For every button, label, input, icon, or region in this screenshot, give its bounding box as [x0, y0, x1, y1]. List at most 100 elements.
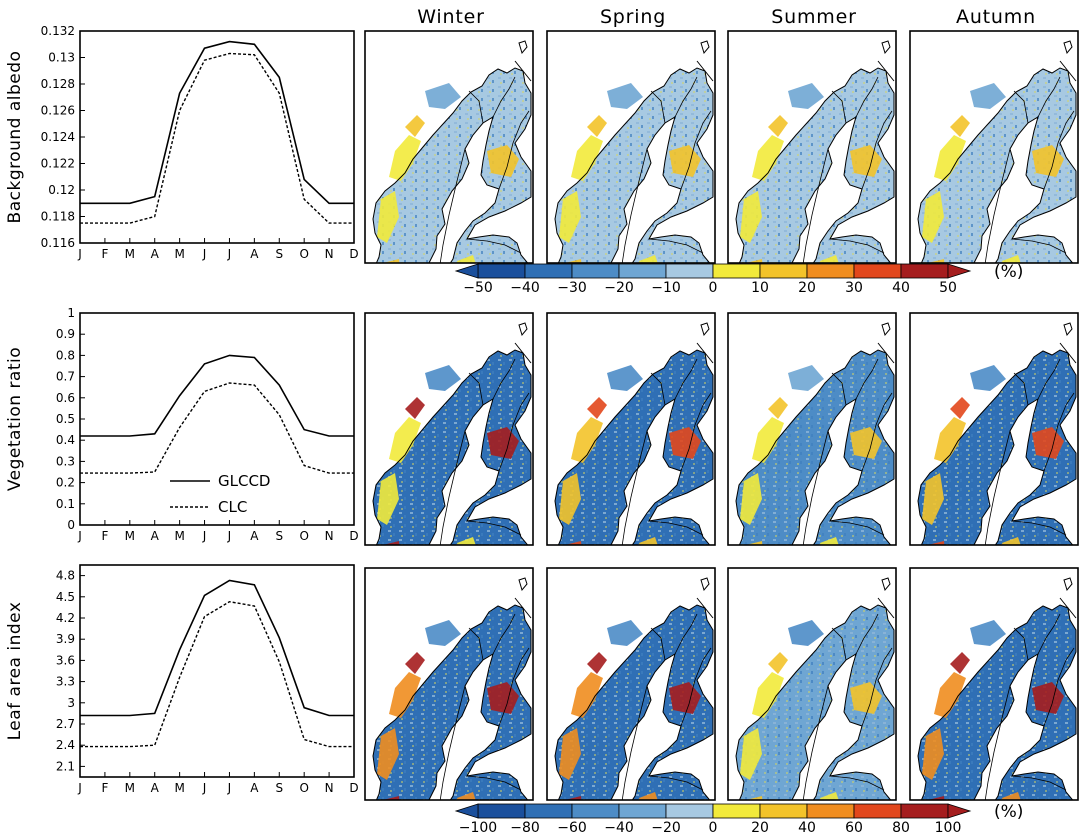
colorbar-segment: [571, 263, 620, 279]
colorbar-bottom: −100 −80 −60 −40 −20 0 20 40 60 80 100 (%): [454, 802, 1023, 834]
map-anomaly-patch: [768, 652, 788, 674]
map-frame: [909, 567, 1079, 801]
y-tick-label: 2.7: [56, 717, 75, 731]
x-tick-label: S: [275, 529, 283, 543]
map-frame: [727, 312, 897, 546]
y-tick-label: 0.1: [56, 497, 75, 511]
map-anomaly-patch: [1032, 427, 1064, 459]
y-tick-label: 0.9: [56, 327, 75, 341]
map-anomaly-patch: [850, 427, 882, 459]
colorbar-label: −40: [510, 280, 540, 296]
map-anomaly-patch: [639, 255, 658, 263]
x-tick-label: J: [77, 529, 82, 543]
row-vegetation-ratio: 00.10.20.30.40.50.60.70.80.91J F M A M J J A S O N…: [5, 306, 1079, 546]
y-tick-label: 4.5: [56, 590, 75, 604]
map-anomaly-patch: [934, 417, 966, 463]
map-panel-winter: [364, 30, 534, 264]
y-tick-label: 3.9: [56, 632, 75, 646]
map-anomaly-patch: [559, 191, 581, 243]
map-frame: [546, 312, 716, 546]
map-anomaly-patch: [669, 682, 701, 714]
colorbar-segment: [853, 263, 902, 279]
colorbar-label: 40: [892, 280, 910, 296]
colorbar-label: −20: [604, 280, 634, 296]
y-tick-label: 0.3: [56, 454, 75, 468]
y-tick-label: 0.12: [48, 183, 75, 197]
map-anomaly-patch: [607, 365, 643, 391]
colorbar-label: −80: [510, 820, 540, 834]
x-tick-label: D: [349, 247, 358, 261]
map-anomaly-patch: [377, 191, 399, 243]
series-line-clc: [80, 382, 354, 474]
map-anomaly-patch: [587, 652, 607, 674]
row-background-albedo: 0.116 0.118 0.12 0.122 0.124 0.126 0.128 0.13 0.…: [5, 24, 1079, 264]
map-anomaly-patch: [389, 417, 421, 463]
map-anomaly-patch: [820, 792, 839, 800]
colorbar-segment: [900, 803, 949, 819]
x-tick-label: J: [202, 529, 207, 543]
white-sea-outline: [514, 40, 532, 82]
y-tick-label: 0.122: [41, 157, 75, 171]
map-anomaly-patch: [950, 115, 970, 137]
map-anomaly-patch: [850, 145, 882, 177]
season-title-summer: Summer: [771, 6, 856, 28]
map-frame: [364, 312, 534, 546]
map-anomaly-patch: [1002, 255, 1021, 263]
y-tick-label: 1: [67, 306, 75, 320]
y-tick-label: 0.6: [56, 391, 75, 405]
colorbar-label: 20: [751, 820, 769, 834]
colorbar-label: −60: [557, 820, 587, 834]
map-anomaly-patch: [970, 620, 1006, 646]
plot-frame: [79, 30, 355, 244]
colorbar-low-arrow: [454, 803, 479, 819]
map-anomaly-patch: [928, 259, 945, 263]
x-tick-label: N: [325, 781, 334, 795]
x-tick-label: O: [299, 529, 308, 543]
map-anomaly-patch: [768, 397, 788, 419]
map-anomaly-patch: [559, 473, 581, 525]
map-anomaly-patch: [970, 83, 1006, 109]
colorbar-segment: [618, 263, 667, 279]
colorbar-label: 80: [892, 820, 910, 834]
map-anomaly-patch: [457, 792, 476, 800]
x-tick-label: J: [202, 247, 207, 261]
map-anomaly-patch: [970, 365, 1006, 391]
map-anomaly-patch: [383, 541, 400, 545]
colorbar-segment: [524, 263, 573, 279]
colorbar-label: 60: [845, 820, 863, 834]
y-tick-label: 0.116: [41, 236, 75, 250]
map-frame: [909, 312, 1079, 546]
map-anomaly-patch: [934, 672, 966, 718]
colorbar-label: 0: [709, 820, 718, 834]
map-anomaly-patch: [565, 541, 582, 545]
colorbar-segment: [853, 803, 902, 819]
colorbar-segment: [477, 263, 526, 279]
row-leaf-area-index: 2.12.42.733.33.63.94.24.54.8J F M A M J J A S O N D…: [5, 564, 1079, 801]
map-frame: [546, 567, 716, 801]
map-anomaly-patch: [752, 672, 784, 718]
x-tick-label: A: [151, 781, 160, 795]
map-panel-winter: [364, 567, 534, 801]
x-tick-label: M: [174, 781, 184, 795]
y-tick-label: 3: [67, 696, 75, 710]
x-tick-label: A: [250, 781, 259, 795]
white-sea-outline: [1059, 577, 1077, 619]
map-anomaly-patch: [571, 135, 603, 181]
x-tick-label: M: [125, 781, 135, 795]
map-anomaly-patch: [405, 115, 425, 137]
map-anomaly-patch: [571, 672, 603, 718]
x-tick-label: M: [174, 247, 184, 261]
map-anomaly-patch: [607, 83, 643, 109]
series-line-clc: [80, 600, 354, 748]
map-panel-summer: [727, 312, 897, 546]
colorbar-segment: [806, 263, 855, 279]
map-panel-summer: [727, 30, 897, 264]
y-tick-label: 0.124: [41, 130, 75, 144]
x-tick-label: A: [151, 529, 160, 543]
x-tick-label: S: [275, 781, 283, 795]
map-anomaly-patch: [788, 365, 824, 391]
white-sea-outline: [696, 322, 714, 364]
map-anomaly-patch: [639, 792, 658, 800]
map-panel-spring: [546, 312, 716, 546]
